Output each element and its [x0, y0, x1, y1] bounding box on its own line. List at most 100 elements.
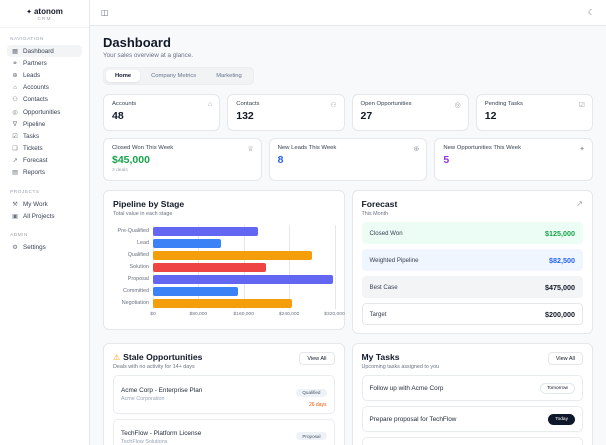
- sidebar-item[interactable]: ↗ Forecast: [7, 155, 82, 167]
- my-work-briefcase-icon: ⚒: [12, 200, 18, 208]
- forecast-row-label: Closed Won: [369, 229, 403, 237]
- topbar: ◫ ☾: [90, 0, 606, 26]
- chart-plot-area: [153, 225, 336, 309]
- main-area: ◫ ☾ Dashboard Your sales overview at a g…: [90, 0, 606, 445]
- logo-text: atonom: [33, 7, 63, 16]
- chart-bar: [153, 298, 292, 308]
- task-item[interactable]: Prepare proposal for TechFlow Today: [361, 406, 583, 432]
- stale-opportunities-panel: ⚠ Stale Opportunities Deals with no activ…: [103, 343, 345, 445]
- chart-category-label: Lead: [137, 240, 149, 246]
- chart-bar: [153, 250, 312, 260]
- sidebar-item[interactable]: ⚇ Contacts: [7, 94, 82, 106]
- sidebar-item-label: Dashboard: [23, 47, 54, 55]
- highlight-cards-row: Closed Won This Week $45,000 3 deals ♕ N…: [103, 138, 593, 181]
- task-title: Follow up with Acme Corp: [369, 384, 444, 392]
- sidebar-item-label: Forecast: [23, 157, 48, 165]
- sidebar-item[interactable]: ☑ Tasks: [7, 130, 82, 142]
- forecast-row-value: $200,000: [545, 309, 575, 319]
- tab[interactable]: Marketing: [216, 73, 242, 79]
- sidebar-item[interactable]: ▤ Reports: [7, 167, 82, 179]
- stale-opportunity-item[interactable]: TechFlow - Platform License TechFlow Sol…: [113, 418, 335, 445]
- sidebar-toggle-icon[interactable]: ◫: [101, 8, 109, 17]
- forecast-row: Best Case $475,000: [361, 276, 583, 298]
- sidebar-item[interactable]: ⚭ Partners: [7, 57, 82, 69]
- chart-x-tick-label: $240,000: [278, 312, 300, 317]
- theme-toggle-icon[interactable]: ☾: [587, 8, 595, 17]
- chart-gridline: [334, 225, 336, 309]
- forecast-subtitle: This Month: [361, 211, 389, 217]
- highlight-subtext: 3 deals: [112, 168, 128, 173]
- trending-up-icon: ↗: [576, 199, 583, 208]
- highlight-label: New Opportunities This Week: [443, 145, 522, 151]
- sidebar-item[interactable]: ▦ Dashboard: [7, 45, 82, 58]
- sidebar-section-admin: Admin ⚙ Settings: [0, 224, 89, 255]
- chart-bar-row: [153, 297, 335, 309]
- opportunities-target-icon: ◎: [12, 108, 18, 116]
- sidebar-item[interactable]: ⚒ My Work: [7, 198, 82, 210]
- tasks-list: Follow up with Acme Corp Tomorrow Prepar…: [361, 375, 583, 445]
- sidebar-section-navigation: Navigation ▦ Dashboard ⚭ Partners ⊕ Lead…: [0, 28, 89, 181]
- stat-value: 12: [484, 110, 497, 122]
- dashboard-grid-icon: ▦: [12, 47, 18, 55]
- sidebar-item-label: All Projects: [23, 212, 55, 220]
- forecast-row: Target $200,000: [361, 303, 583, 325]
- chart-x-tick-label: $320,000: [324, 312, 345, 317]
- chart-bar: [153, 274, 334, 284]
- task-item[interactable]: Schedule demo with Horizon Labs Feb 25: [361, 437, 583, 445]
- chart-y-axis-labels: Pre-Qualified Lead Qualified Solution Propos…: [113, 225, 153, 309]
- highlight-subtext: [278, 168, 419, 174]
- stat-card: Open Opportunities 27 ◎: [351, 94, 469, 131]
- tasks-view-all-button[interactable]: View All: [547, 352, 583, 365]
- sidebar-item-label: Pipeline: [23, 120, 46, 128]
- sidebar-item-label: Accounts: [23, 84, 49, 92]
- sidebar-item[interactable]: ∇ Pipeline: [7, 118, 82, 130]
- stale-subtitle: Deals with no activity for 14+ days: [113, 364, 195, 370]
- trophy-icon: ♕: [247, 146, 254, 153]
- chart-bar-row: [153, 285, 335, 297]
- chart-bar: [153, 238, 222, 248]
- users-icon: ⚇: [330, 102, 337, 109]
- forecast-row-label: Target: [369, 310, 387, 318]
- forecast-title: Forecast: [361, 199, 398, 209]
- stat-value: 27: [360, 110, 373, 122]
- user-plus-icon: ⊕: [413, 146, 420, 153]
- dashboard-content: Dashboard Your sales overview at a glanc…: [90, 26, 606, 445]
- forecast-panel: Forecast This Month ↗ Closed Won $125,00…: [351, 190, 593, 334]
- chart-bar: [153, 226, 258, 236]
- section-label: Navigation: [10, 37, 44, 42]
- chart-category-label: Committed: [122, 288, 149, 294]
- sidebar-item-label: Leads: [23, 71, 41, 79]
- highlight-subtext: [443, 168, 584, 174]
- chart-category-label: Qualified: [127, 252, 149, 258]
- tab[interactable]: Home: [106, 70, 141, 82]
- forecast-row-value: $82,500: [549, 255, 575, 265]
- sidebar-item[interactable]: ⊕ Leads: [7, 69, 82, 81]
- task-due-badge: Tomorrow: [539, 382, 575, 394]
- chart-subtitle: Total value in each stage: [113, 211, 173, 217]
- stale-opportunity-item[interactable]: Acme Corp - Enterprise Plan Acme Corpora…: [113, 375, 335, 414]
- accounts-building-icon: ⌂: [13, 84, 17, 92]
- forecast-trend-icon: ↗: [12, 157, 18, 165]
- middle-panels-row: Pipeline by Stage Total value in each st…: [103, 190, 593, 334]
- target-icon: ◎: [454, 102, 461, 109]
- sparkles-icon: ✦: [579, 146, 585, 153]
- sidebar-item[interactable]: ⚙ Settings: [7, 241, 82, 253]
- sidebar-section-projects: Projects ⚒ My Work ▣ All Projects: [0, 181, 89, 224]
- stale-view-all-button[interactable]: View All: [299, 352, 335, 365]
- sidebar-item[interactable]: ⌂ Accounts: [7, 82, 82, 94]
- sidebar-item[interactable]: ❏ Tickets: [7, 143, 82, 155]
- highlight-card: New Leads This Week 8 ⊕: [268, 138, 428, 181]
- sidebar-item[interactable]: ▣ All Projects: [7, 210, 82, 222]
- chart-title: Pipeline by Stage: [113, 199, 185, 209]
- chart-bar: [153, 262, 267, 272]
- chart-category-label: Solution: [129, 264, 149, 270]
- tab[interactable]: Company Metrics: [151, 73, 197, 79]
- sidebar-item[interactable]: ◎ Opportunities: [7, 106, 82, 118]
- stat-card: Pending Tasks 12 ☑: [475, 94, 593, 131]
- task-item[interactable]: Follow up with Acme Corp Tomorrow: [361, 375, 583, 401]
- tickets-icon: ❏: [12, 145, 18, 153]
- highlight-label: New Leads This Week: [277, 145, 337, 151]
- sidebar-nav-items: ▦ Dashboard ⚭ Partners ⊕ Leads ⌂ Account…: [7, 45, 82, 179]
- chart-gridline: [289, 225, 291, 309]
- stats-row: Accounts 48 ⌂ Contacts 132 ⚇ Open Opport…: [103, 94, 593, 131]
